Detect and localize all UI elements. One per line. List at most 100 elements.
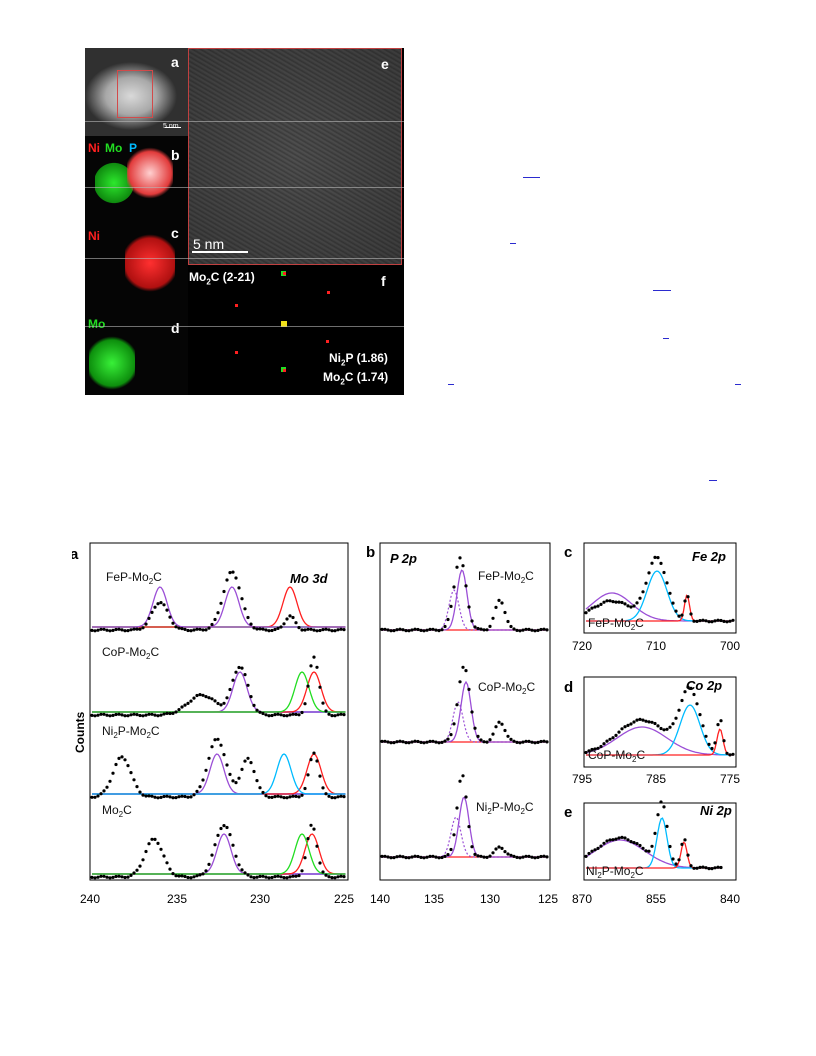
spectrum-curve [92, 671, 346, 713]
data-point [524, 739, 528, 743]
data-point [243, 607, 247, 611]
data-point [153, 837, 157, 841]
data-point [156, 796, 160, 800]
data-point [434, 855, 438, 859]
data-point [276, 626, 280, 630]
data-point [219, 601, 223, 605]
data-point [395, 628, 399, 632]
data-point [716, 618, 720, 622]
tick-label: 240 [80, 892, 100, 906]
data-point [294, 712, 298, 716]
data-point [497, 598, 501, 602]
data-point [716, 865, 720, 869]
data-point [153, 713, 157, 717]
data-point [452, 722, 456, 726]
data-point [653, 555, 657, 559]
data-point [270, 875, 274, 880]
data-point [503, 610, 507, 615]
data-point [596, 604, 600, 608]
data-point [461, 774, 465, 778]
data-point [590, 849, 594, 853]
data-point [333, 796, 337, 800]
data-point [276, 712, 280, 716]
data-point [126, 875, 130, 879]
data-point [593, 605, 597, 609]
data-point [192, 875, 196, 879]
data-point [297, 874, 301, 878]
data-point [659, 561, 663, 565]
data-point [291, 794, 295, 798]
data-point [165, 608, 169, 612]
data-point [105, 875, 109, 879]
data-point [249, 622, 253, 626]
data-point [285, 876, 289, 880]
data-point [306, 684, 310, 688]
data-point [488, 854, 492, 858]
data-point [488, 624, 492, 628]
data-point [243, 673, 247, 677]
data-point [404, 741, 408, 745]
data-point [509, 737, 513, 741]
data-point [150, 610, 154, 614]
data-point [117, 712, 121, 716]
data-point [123, 629, 127, 633]
data-point [243, 759, 247, 763]
data-point [707, 620, 711, 624]
divider-line [85, 258, 404, 259]
data-point [383, 627, 387, 631]
data-point [210, 697, 214, 701]
data-point [291, 874, 295, 878]
data-point [479, 854, 483, 858]
data-point [336, 628, 340, 632]
data-point [195, 874, 199, 878]
mo-map-label: Mo [88, 317, 106, 331]
data-point [722, 619, 726, 623]
data-point [398, 854, 402, 858]
data-point [264, 713, 268, 717]
data-point [225, 696, 229, 700]
data-point [111, 628, 115, 632]
data-point [108, 876, 112, 880]
data-point [102, 627, 106, 631]
data-point [126, 629, 130, 633]
data-point [716, 723, 720, 727]
data-point [192, 696, 196, 700]
data-point [383, 739, 387, 743]
data-point [593, 747, 597, 751]
data-point [90, 795, 94, 799]
data-point [129, 713, 133, 717]
data-point [216, 737, 220, 741]
data-point [153, 605, 157, 609]
data-point [659, 726, 663, 731]
data-point [255, 779, 259, 783]
data-point [330, 629, 334, 633]
data-point [234, 781, 238, 785]
data-point [680, 842, 684, 846]
data-point [288, 713, 292, 717]
divider-line [85, 121, 404, 122]
eds-mo-map [85, 312, 188, 395]
data-point [282, 796, 286, 800]
data-point [614, 837, 618, 841]
data-point [174, 796, 178, 800]
data-point [584, 611, 588, 615]
data-point [303, 702, 307, 706]
data-point [533, 856, 537, 860]
eds-mo-label: Mo [105, 141, 123, 155]
data-point [380, 739, 384, 743]
data-point [183, 874, 187, 879]
data-point [273, 795, 277, 799]
data-point [527, 739, 531, 743]
data-point [713, 866, 717, 870]
data-point [273, 627, 277, 632]
data-point [333, 876, 337, 880]
data-point [291, 615, 295, 620]
data-point [285, 714, 289, 718]
data-point [407, 856, 411, 860]
data-point [240, 767, 244, 771]
data-point [467, 605, 471, 609]
data-point [677, 858, 681, 862]
data-point [455, 806, 459, 810]
data-point [150, 794, 154, 798]
data-point [401, 740, 405, 744]
